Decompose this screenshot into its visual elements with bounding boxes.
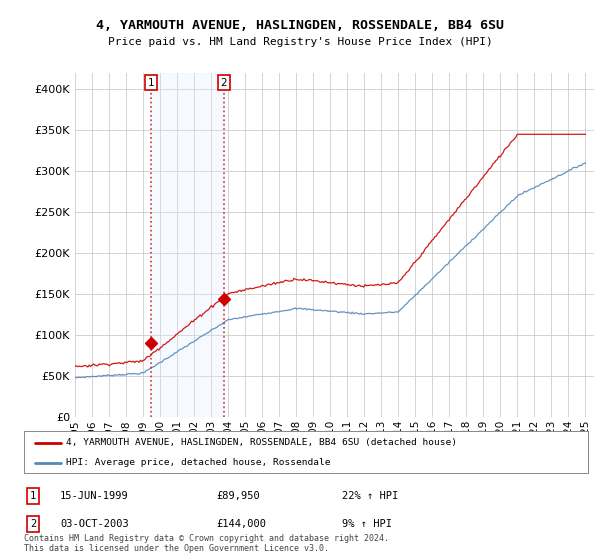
Text: 1: 1 [30,491,36,501]
Text: HPI: Average price, detached house, Rossendale: HPI: Average price, detached house, Ross… [66,458,331,467]
Text: 2: 2 [30,519,36,529]
Text: 15-JUN-1999: 15-JUN-1999 [60,491,129,501]
Text: Contains HM Land Registry data © Crown copyright and database right 2024.
This d: Contains HM Land Registry data © Crown c… [24,534,389,553]
Text: 22% ↑ HPI: 22% ↑ HPI [342,491,398,501]
Text: £144,000: £144,000 [216,519,266,529]
Text: 2: 2 [221,78,227,88]
Text: 1: 1 [148,78,154,88]
Text: 03-OCT-2003: 03-OCT-2003 [60,519,129,529]
Bar [151,73,224,417]
Text: Price paid vs. HM Land Registry's House Price Index (HPI): Price paid vs. HM Land Registry's House … [107,37,493,47]
Text: £89,950: £89,950 [216,491,260,501]
Text: 4, YARMOUTH AVENUE, HASLINGDEN, ROSSENDALE, BB4 6SU: 4, YARMOUTH AVENUE, HASLINGDEN, ROSSENDA… [96,18,504,32]
Text: 9% ↑ HPI: 9% ↑ HPI [342,519,392,529]
Text: 4, YARMOUTH AVENUE, HASLINGDEN, ROSSENDALE, BB4 6SU (detached house): 4, YARMOUTH AVENUE, HASLINGDEN, ROSSENDA… [66,438,457,447]
